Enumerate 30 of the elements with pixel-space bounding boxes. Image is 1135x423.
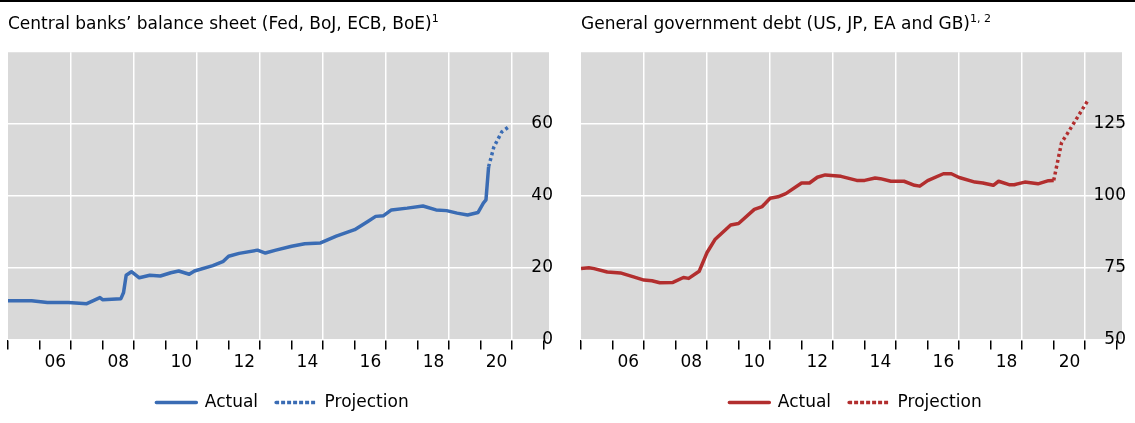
x-tick-label: 16	[359, 351, 382, 372]
legend-label: Projection	[897, 390, 982, 411]
y-tick-label: 100	[1093, 184, 1126, 205]
chart-title: Central banks’ balance sheet (Fed, BoJ, ECB, BoE)$^{1}$	[7, 11, 440, 35]
y-tick-label: 50	[1104, 328, 1126, 349]
x-tick-label: 16	[932, 351, 955, 372]
legend-label: Actual	[204, 390, 259, 411]
x-tick-label: 14	[869, 351, 892, 372]
x-tick-label: 10	[170, 351, 193, 372]
y-tick-label: 0	[542, 328, 553, 349]
legend-label: Actual	[777, 390, 832, 411]
x-tick-label: 06	[617, 351, 640, 372]
x-tick-label: 18	[422, 351, 445, 372]
x-tick-label: 14	[296, 351, 319, 372]
chart-title: General government debt (US, JP, EA and GB)$^{1, 2}$	[580, 11, 992, 35]
x-tick-label: 08	[680, 351, 703, 372]
x-tick-label: 20	[1058, 351, 1081, 372]
y-tick-label: 60	[531, 112, 553, 133]
x-tick-label: 06	[44, 351, 67, 372]
y-tick-label: 75	[1104, 256, 1126, 277]
y-tick-label: 20	[531, 256, 553, 277]
y-tick-label: 125	[1093, 112, 1126, 133]
x-tick-label: 10	[743, 351, 766, 372]
x-tick-label: 12	[233, 351, 256, 372]
y-tick-label: 40	[531, 184, 553, 205]
x-tick-label: 12	[806, 351, 829, 372]
x-tick-label: 20	[485, 351, 508, 372]
x-tick-label: 18	[995, 351, 1018, 372]
x-tick-label: 08	[107, 351, 130, 372]
legend-label: Projection	[324, 390, 409, 411]
